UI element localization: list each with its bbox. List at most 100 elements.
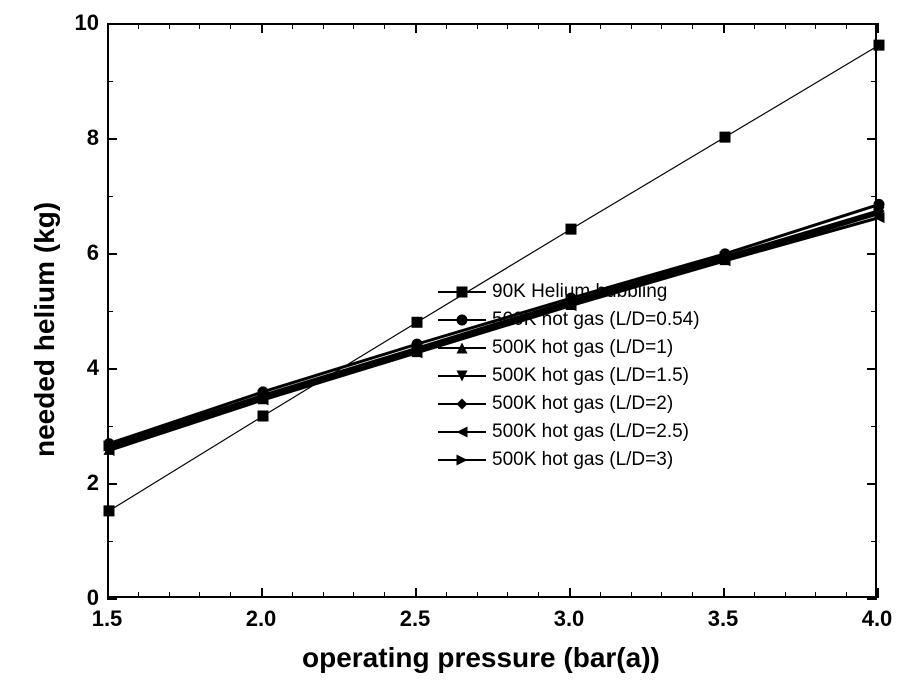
legend-marker-icon: [455, 341, 469, 355]
x-minor-tick: [353, 23, 354, 29]
x-minor-tick: [138, 592, 139, 598]
y-minor-tick: [871, 311, 877, 312]
x-minor-tick: [446, 23, 447, 29]
x-minor-tick: [538, 592, 539, 598]
y-tick-label: 10: [67, 10, 99, 36]
x-minor-tick: [230, 592, 231, 598]
x-minor-tick: [199, 592, 200, 598]
x-minor-tick: [815, 592, 816, 598]
x-minor-tick: [600, 592, 601, 598]
y-minor-tick: [871, 426, 877, 427]
x-tick-top: [569, 23, 571, 33]
y-minor-tick: [107, 541, 113, 542]
x-minor-tick: [292, 23, 293, 29]
legend-marker-icon: [455, 425, 469, 439]
y-tick-right: [867, 368, 877, 370]
legend-line: [438, 291, 486, 293]
legend-line: [438, 375, 486, 377]
x-minor-tick: [477, 23, 478, 29]
x-minor-tick: [785, 592, 786, 598]
x-minor-tick: [661, 592, 662, 598]
x-minor-tick: [754, 592, 755, 598]
x-minor-tick: [538, 23, 539, 29]
legend-marker-icon: [455, 285, 469, 299]
x-minor-tick: [507, 23, 508, 29]
x-tick-top: [723, 23, 725, 33]
x-tick-label: 4.0: [857, 606, 897, 632]
x-minor-tick: [169, 23, 170, 29]
x-minor-tick: [785, 23, 786, 29]
y-tick-right: [867, 138, 877, 140]
x-minor-tick: [292, 592, 293, 598]
x-tick-label: 3.5: [703, 606, 743, 632]
y-tick-right: [867, 483, 877, 485]
x-minor-tick: [323, 23, 324, 29]
x-tick-bottom: [107, 588, 109, 598]
y-tick-left: [107, 138, 117, 140]
legend-line: [438, 431, 486, 433]
x-tick-bottom: [723, 588, 725, 598]
x-tick-label: 2.0: [241, 606, 281, 632]
y-minor-tick: [871, 81, 877, 82]
y-tick-right: [867, 598, 877, 600]
legend-label: 500K hot gas (L/D=2.5): [492, 421, 689, 443]
x-minor-tick: [846, 592, 847, 598]
y-tick-label: 2: [67, 470, 99, 496]
x-tick-label: 3.0: [549, 606, 589, 632]
legend-line: [438, 319, 486, 321]
x-minor-tick: [600, 23, 601, 29]
x-minor-tick: [230, 23, 231, 29]
legend-item: 500K hot gas (L/D=1.5): [438, 362, 700, 390]
y-minor-tick: [107, 311, 113, 312]
y-minor-tick: [107, 426, 113, 427]
legend-item: 500K hot gas (L/D=1): [438, 334, 700, 362]
x-tick-top: [877, 23, 879, 33]
x-minor-tick: [754, 23, 755, 29]
x-minor-tick: [138, 23, 139, 29]
legend-marker-icon: [455, 453, 469, 467]
legend-line: [438, 403, 486, 405]
legend-label: 500K hot gas (L/D=1.5): [492, 365, 689, 387]
legend-item: 500K hot gas (L/D=2): [438, 390, 700, 418]
legend: 90K Helium bubbling500K hot gas (L/D=0.5…: [438, 278, 700, 474]
x-minor-tick: [199, 23, 200, 29]
x-tick-bottom: [569, 588, 571, 598]
x-tick-top: [261, 23, 263, 33]
x-minor-tick: [446, 592, 447, 598]
legend-label: 500K hot gas (L/D=0.54): [492, 309, 700, 331]
y-tick-left: [107, 598, 117, 600]
legend-marker-icon: [455, 369, 469, 383]
x-tick-label: 2.5: [395, 606, 435, 632]
legend-item: 500K hot gas (L/D=3): [438, 446, 700, 474]
y-minor-tick: [871, 196, 877, 197]
y-tick-left: [107, 368, 117, 370]
x-minor-tick: [846, 23, 847, 29]
y-minor-tick: [871, 541, 877, 542]
x-minor-tick: [477, 592, 478, 598]
x-minor-tick: [661, 23, 662, 29]
y-tick-right: [867, 253, 877, 255]
legend-label: 500K hot gas (L/D=2): [492, 393, 673, 415]
y-tick-left: [107, 23, 117, 25]
legend-marker-icon: [455, 397, 469, 411]
x-minor-tick: [384, 23, 385, 29]
legend-item: 500K hot gas (L/D=0.54): [438, 306, 700, 334]
x-tick-bottom: [415, 588, 417, 598]
x-minor-tick: [323, 592, 324, 598]
x-minor-tick: [353, 592, 354, 598]
x-minor-tick: [169, 592, 170, 598]
x-axis-label: operating pressure (bar(a)): [302, 642, 660, 674]
y-tick-label: 8: [67, 125, 99, 151]
legend-item: 500K hot gas (L/D=2.5): [438, 418, 700, 446]
x-tick-bottom: [877, 588, 879, 598]
legend-label: 500K hot gas (L/D=1): [492, 337, 673, 359]
x-minor-tick: [384, 592, 385, 598]
x-minor-tick: [631, 592, 632, 598]
legend-label: 500K hot gas (L/D=3): [492, 449, 673, 471]
y-tick-right: [867, 23, 877, 25]
chart-container: needed helium (kg) operating pressure (b…: [0, 0, 909, 695]
legend-marker-icon: [455, 313, 469, 327]
legend-line: [438, 459, 486, 461]
y-tick-left: [107, 483, 117, 485]
legend-line: [438, 347, 486, 349]
